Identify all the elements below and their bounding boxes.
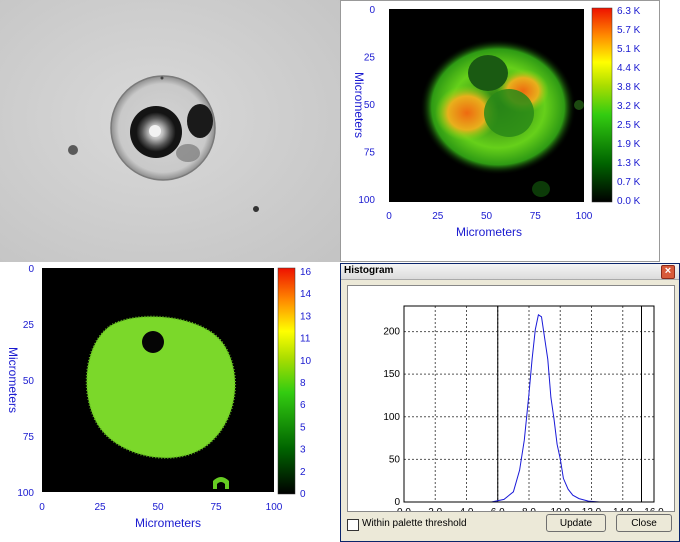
lifetime-y-tick: 100 [17,488,34,499]
thermal-colorbar-tick: 5.1 K [617,44,641,55]
thermal-y-tick: 75 [364,148,376,159]
lifetime-x-tick: 25 [94,502,106,513]
lifetime-colorbar-tick: 8 [300,378,306,389]
window-close-icon[interactable]: × [661,265,675,279]
thermal-y-tick: 100 [358,195,375,206]
lifetime-colorbar-tick: 3 [300,445,306,456]
histogram-axes-box [403,305,655,503]
histogram-y-tick-label: 50 [389,454,401,465]
histogram-x-tick-label: 4.0 [460,507,474,511]
histogram-title: Histogram [344,265,394,276]
histogram-x-tick-label: 14.0 [613,507,633,511]
histogram-y-tick-label: 0 [394,497,400,508]
thermal-y-axis-label: Micrometers [352,72,366,138]
lifetime-colorbar-tick: 11 [300,334,311,345]
lifetime-x-tick: 0 [39,502,45,513]
lifetime-y-axis-label: Micrometers [6,347,20,413]
histogram-x-tick-label: 10.0 [551,507,571,511]
histogram-x-tick-label: 0.0 [397,507,411,511]
lifetime-colorbar-tick: 0 [300,489,306,500]
lifetime-x-axis-label: Micrometers [135,516,201,530]
histogram-y-tick-label: 200 [383,327,400,338]
thermal-colorbar-tick: 1.9 K [617,139,641,150]
histogram-title-bar[interactable]: Histogram × [341,264,679,280]
thermal-x-tick: 25 [432,211,444,222]
thermal-y-tick: 0 [369,5,375,16]
lifetime-y-tick: 25 [23,320,35,331]
thermal-colorbar-tick: 6.3 K [617,6,641,17]
histogram-x-tick-label: 16.0 [644,507,664,511]
lifetime-x-tick: 75 [210,502,222,513]
histogram-y-tick-label: 100 [383,412,400,423]
histogram-x-tick-label: 2.0 [428,507,442,511]
thermal-x-tick: 50 [481,211,493,222]
thermal-y-tick: 25 [364,53,376,64]
lifetime-plot-area [42,268,274,492]
lifetime-colorbar-tick: 5 [300,422,306,433]
lifetime-colorbar-tick: 6 [300,400,306,411]
lifetime-x-tick: 50 [152,502,164,513]
histogram-x-tick-label: 8.0 [522,507,536,511]
thermal-y-tick: 50 [364,100,376,111]
thermal-x-axis-label: Micrometers [456,225,522,239]
lifetime-colorbar-tick: 10 [300,356,312,367]
thermal-x-tick: 0 [386,211,392,222]
histogram-series-line [491,313,600,503]
thermal-colorbar-tick: 2.5 K [617,120,641,131]
update-button[interactable]: Update [546,514,606,532]
thermal-colorbar-tick: 5.7 K [617,25,641,36]
histogram-x-tick-label: 6.0 [491,507,505,511]
close-button[interactable]: Close [616,514,672,532]
histogram-chart-frame: 0 50 100 150 200 0.0 2.0 4.0 6.0 8.0 10.0 12.0 14.0… [347,285,675,518]
thermal-colorbar-tick: 3.8 K [617,82,641,93]
lifetime-colorbar-tick: 14 [300,289,312,300]
palette-threshold-label: Within palette threshold [362,518,467,529]
thermal-colorbar-tick: 0.0 K [617,196,641,207]
lifetime-colorbar-tick: 2 [300,467,306,478]
palette-threshold-checkbox[interactable] [347,519,359,531]
lifetime-y-tick: 50 [23,376,35,387]
lifetime-y-tick: 75 [23,432,35,443]
thermal-colorbar-tick: 3.2 K [617,101,641,112]
thermal-colorbar-tick: 0.7 K [617,177,641,188]
lifetime-x-tick: 100 [266,502,283,513]
thermal-colorbar [591,7,613,203]
thermal-x-tick: 100 [576,211,593,222]
histogram-window: Histogram × 0 50 100 150 200 0.0 2.0 4.0 6.0 8.0… [340,263,680,542]
lifetime-image-panel: 16 14 13 11 10 8 6 5 3 2 0 0 25 50 75 100 0 25 50 75 100 M… [0,262,338,542]
lifetime-colorbar-tick: 16 [300,267,312,278]
thermal-colorbar-tick: 1.3 K [617,158,641,169]
lifetime-y-tick: 0 [28,264,34,275]
brightfield-image [0,0,340,262]
thermal-x-tick: 75 [530,211,542,222]
thermal-image-panel: 6.3 K 5.7 K 5.1 K 4.4 K 3.8 K 3.2 K 2.5 K 1.9 K… [340,0,660,262]
lifetime-colorbar [277,267,296,495]
lifetime-colorbar-tick: 13 [300,311,312,322]
thermal-colorbar-tick: 4.4 K [617,63,641,74]
thermal-plot-area [389,9,584,202]
histogram-y-tick-label: 150 [383,369,400,380]
histogram-x-tick-label: 12.0 [582,507,602,511]
